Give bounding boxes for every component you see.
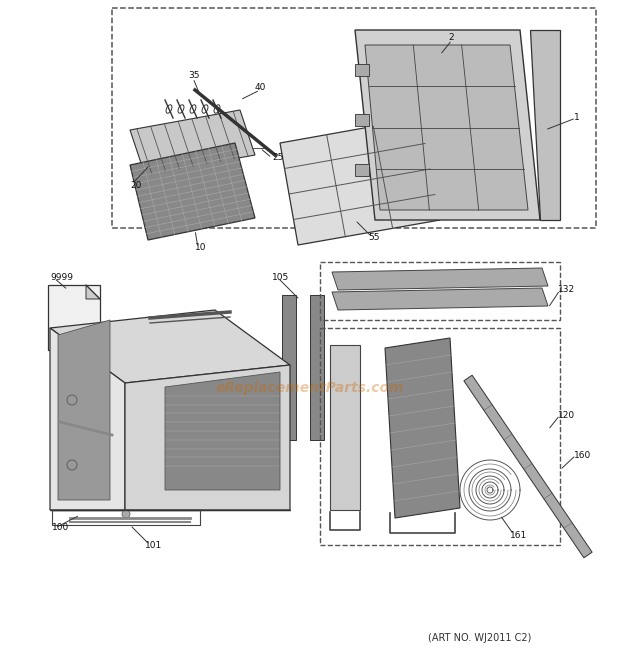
Bar xyxy=(355,64,369,76)
Text: 120: 120 xyxy=(558,410,575,420)
Polygon shape xyxy=(464,375,592,558)
Text: 101: 101 xyxy=(145,541,162,549)
Polygon shape xyxy=(130,110,255,175)
Text: eReplacementParts.com: eReplacementParts.com xyxy=(216,381,404,395)
Text: (ART NO. WJ2011 C2): (ART NO. WJ2011 C2) xyxy=(428,633,532,643)
Polygon shape xyxy=(332,288,548,310)
Text: 100: 100 xyxy=(52,524,69,533)
Text: 10: 10 xyxy=(195,243,206,253)
Polygon shape xyxy=(330,345,360,510)
Polygon shape xyxy=(130,143,255,240)
Polygon shape xyxy=(530,30,560,220)
Polygon shape xyxy=(50,310,290,383)
Bar xyxy=(355,164,369,176)
Text: 161: 161 xyxy=(510,531,527,539)
Polygon shape xyxy=(310,295,324,440)
Text: 40: 40 xyxy=(255,83,267,93)
Text: 35: 35 xyxy=(188,71,200,81)
Text: 20: 20 xyxy=(130,180,141,190)
Polygon shape xyxy=(125,365,290,510)
Polygon shape xyxy=(385,338,460,518)
Text: 160: 160 xyxy=(574,451,591,459)
Polygon shape xyxy=(332,268,548,290)
Circle shape xyxy=(122,510,130,518)
Polygon shape xyxy=(165,372,280,490)
Polygon shape xyxy=(282,295,296,440)
Text: 132: 132 xyxy=(558,286,575,295)
Text: 55: 55 xyxy=(368,233,379,243)
Text: 105: 105 xyxy=(272,274,290,282)
Polygon shape xyxy=(280,118,440,245)
Polygon shape xyxy=(365,45,528,210)
Bar xyxy=(355,114,369,126)
Text: 9999: 9999 xyxy=(50,274,73,282)
Polygon shape xyxy=(86,285,100,299)
Polygon shape xyxy=(50,328,125,510)
Text: 2: 2 xyxy=(448,34,454,42)
Text: 25: 25 xyxy=(272,153,283,163)
Polygon shape xyxy=(48,285,100,350)
Text: 1: 1 xyxy=(574,114,580,122)
Polygon shape xyxy=(58,320,110,500)
Polygon shape xyxy=(355,30,540,220)
